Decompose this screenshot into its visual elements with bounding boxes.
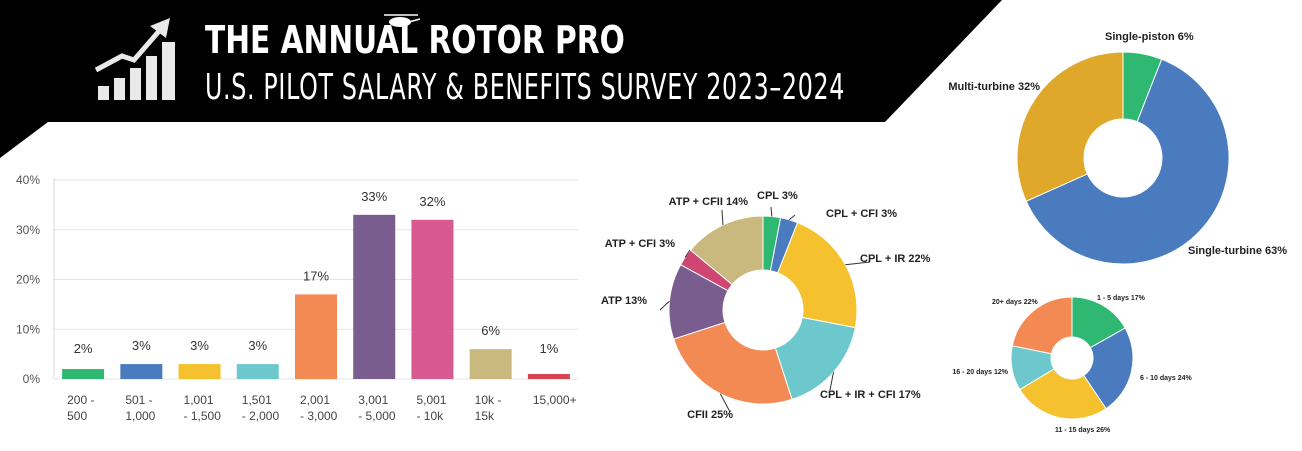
slice-label: CPL + IR + CFI 17% <box>820 389 921 401</box>
bar <box>120 364 163 379</box>
donut-slice <box>1019 368 1107 420</box>
x-tick-label: 3,001 <box>358 393 388 407</box>
leader-line <box>659 300 670 311</box>
page-title: THE ANNUAL ROTOR PRO <box>205 18 625 62</box>
slice-label: Single-turbine 63% <box>1188 245 1287 257</box>
donut-slice <box>689 215 764 286</box>
x-tick-label: 15k <box>475 409 495 423</box>
header-background <box>0 0 1002 158</box>
x-tick-label: - 3,000 <box>300 409 338 423</box>
x-tick-label: 1,000 <box>125 409 155 423</box>
y-tick-label: 40% <box>16 173 40 187</box>
x-tick-label: 1,001 <box>184 393 214 407</box>
x-tick-label: 200 - <box>67 393 94 407</box>
donut-slice <box>1025 58 1230 265</box>
leader-line <box>721 209 724 225</box>
x-tick-label: 10k - <box>475 393 502 407</box>
data-label: 17% <box>303 268 329 283</box>
slice-label: Multi-turbine 32% <box>948 81 1040 93</box>
slice-label: Single-piston 6% <box>1105 31 1194 43</box>
bar <box>411 219 454 379</box>
data-label: 6% <box>481 323 500 338</box>
bar <box>178 364 221 379</box>
x-tick-label: 501 - <box>125 393 152 407</box>
helicopter-logo-icon <box>384 14 421 27</box>
slice-label: CPL + CFI 3% <box>826 208 897 220</box>
slice-label: ATP + CFII 14% <box>669 196 749 208</box>
y-tick-label: 0% <box>23 372 41 386</box>
slice-label: 6 - 10 days 24% <box>1140 375 1193 382</box>
y-tick-label: 20% <box>16 273 40 287</box>
x-tick-label: - 10k <box>416 409 444 423</box>
x-tick-label: - 5,000 <box>358 409 396 423</box>
x-tick-label: 500 <box>67 409 87 423</box>
slice-label: CPL 3% <box>757 190 798 202</box>
bar <box>62 369 105 379</box>
y-tick-label: 30% <box>16 223 40 237</box>
leader-line <box>719 393 731 413</box>
donut-slice <box>1083 327 1134 410</box>
x-tick-label: - 1,500 <box>184 409 222 423</box>
leader-line <box>770 206 773 217</box>
donut-slice <box>1011 296 1073 355</box>
x-tick-label: 1,501 <box>242 393 272 407</box>
donut-slice <box>1016 51 1124 202</box>
y-tick-label: 10% <box>16 322 40 336</box>
x-tick-label: 2,001 <box>300 393 330 407</box>
slice-label: 16 - 20 days 12% <box>952 369 1008 376</box>
page-subtitle: U.S. PILOT SALARY & BENEFITS SURVEY 2023… <box>205 67 846 108</box>
slice-label: 11 - 15 days 26% <box>1055 427 1111 434</box>
bar <box>527 374 570 379</box>
data-label: 3% <box>132 338 151 353</box>
data-label: 3% <box>190 338 209 353</box>
data-label: 32% <box>419 194 445 209</box>
slice-label: 1 - 5 days 17% <box>1097 295 1146 302</box>
bar <box>353 214 396 379</box>
slice-label: CPL + IR 22% <box>860 253 931 265</box>
data-label: 1% <box>539 341 558 356</box>
data-label: 3% <box>248 338 267 353</box>
leader-line <box>829 372 835 391</box>
x-tick-label: - 2,000 <box>242 409 280 423</box>
slice-label: ATP + CFI 3% <box>605 238 675 250</box>
donut-slice <box>672 321 793 405</box>
leader-line <box>788 214 796 221</box>
slice-label: CFII 25% <box>687 409 733 421</box>
growth-bar-chart-arrow-icon <box>94 18 175 100</box>
slice-label: ATP 13% <box>601 295 647 307</box>
leader-line <box>845 261 871 266</box>
data-label: 2% <box>74 341 93 356</box>
data-label: 33% <box>361 189 387 204</box>
bar <box>236 364 279 379</box>
slice-label: 20+ days 22% <box>992 299 1039 306</box>
donut-slice <box>777 221 858 329</box>
x-tick-label: 15,000+ <box>533 393 577 407</box>
x-tick-label: 5,001 <box>416 393 446 407</box>
bar <box>295 294 337 379</box>
leader-line <box>684 249 691 258</box>
bar <box>469 349 512 379</box>
